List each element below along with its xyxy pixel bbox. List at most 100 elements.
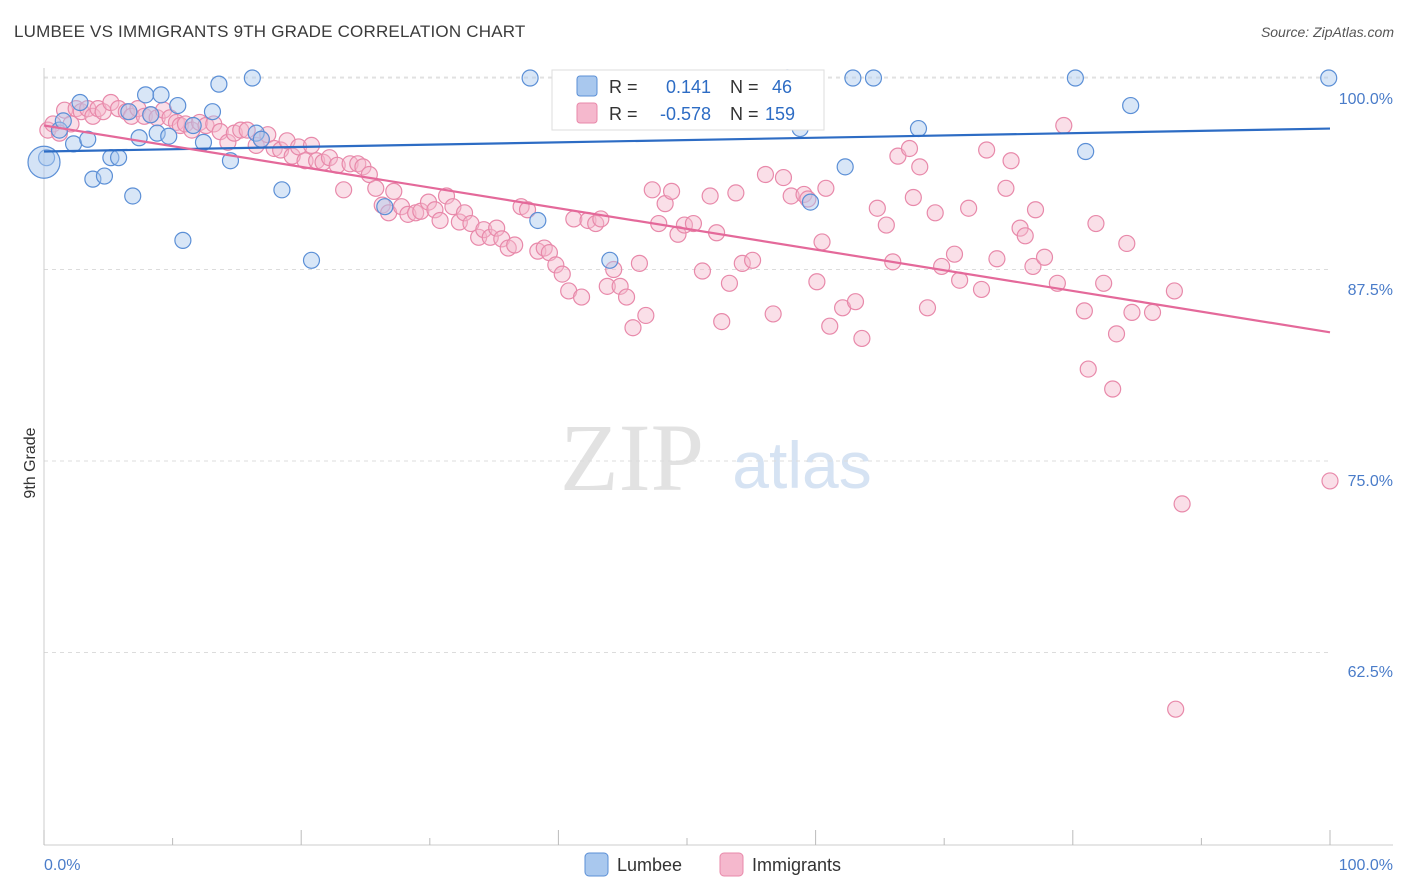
- immigrants-point: [978, 141, 996, 159]
- lumbee-point: [273, 181, 291, 199]
- immigrants-point: [1167, 700, 1185, 718]
- immigrants-point: [727, 184, 745, 202]
- immigrants-point: [960, 199, 978, 217]
- immigrants-point: [1026, 201, 1045, 219]
- lumbee-point: [601, 251, 619, 269]
- immigrants-point: [547, 256, 565, 274]
- watermark-atlas: atlas: [732, 428, 871, 502]
- immigrants-point: [846, 293, 865, 311]
- lumbee-point: [521, 69, 539, 87]
- watermark-zip: ZIP: [560, 404, 704, 511]
- immigrants-point: [598, 277, 616, 295]
- lumbee-point: [109, 149, 128, 167]
- immigrants-point: [1107, 325, 1126, 343]
- immigrants-trend-line: [43, 124, 1331, 334]
- lumbee-point: [836, 158, 854, 176]
- immigrants-point: [238, 121, 256, 139]
- axes: [43, 68, 1393, 846]
- immigrants-point: [1321, 472, 1339, 490]
- bottom-legend-immigrants-label: Immigrants: [752, 855, 841, 875]
- immigrants-point: [135, 107, 153, 125]
- immigrants-point: [701, 187, 719, 205]
- immigrants-point: [669, 225, 687, 243]
- lumbee-point: [160, 127, 178, 145]
- immigrants-point: [997, 179, 1015, 197]
- immigrants-point: [972, 280, 991, 299]
- lumbee-point: [1066, 69, 1084, 87]
- immigrants-point: [933, 257, 951, 276]
- immigrants-n-label: N =: [730, 104, 759, 124]
- immigrants-point: [733, 254, 751, 272]
- chart-source: Source: ZipAtlas.com: [1260, 24, 1394, 40]
- immigrants-point: [782, 187, 800, 205]
- lumbee-n-value: 46: [772, 77, 792, 97]
- lumbee-point: [376, 198, 394, 216]
- x-tick-label-min: 0.0%: [44, 857, 80, 874]
- immigrants-point: [813, 233, 831, 251]
- immigrants-point: [617, 288, 636, 306]
- lumbee-point: [152, 86, 170, 104]
- lumbee-point: [864, 69, 883, 87]
- immigrants-point: [774, 168, 793, 187]
- lumbee-point: [64, 135, 83, 153]
- immigrants-point: [553, 265, 571, 283]
- immigrants-point: [817, 179, 835, 197]
- immigrants-point: [799, 190, 817, 208]
- immigrants-point: [624, 319, 642, 337]
- immigrants-point: [693, 262, 712, 280]
- immigrants-point: [1075, 302, 1093, 320]
- immigrants-r-label: R =: [609, 104, 638, 124]
- lumbee-point: [801, 193, 820, 211]
- bottom-legend-lumbee-label: Lumbee: [617, 855, 682, 875]
- immigrants-point: [1118, 234, 1136, 253]
- immigrants-point: [1002, 152, 1020, 170]
- lumbee-point: [909, 119, 928, 138]
- lumbee-point: [54, 112, 72, 130]
- immigrants-point: [764, 305, 782, 323]
- bottom-legend: Lumbee Immigrants: [584, 852, 841, 877]
- immigrants-point: [302, 136, 321, 155]
- immigrants-point: [455, 204, 474, 222]
- lumbee-point: [120, 103, 138, 121]
- lumbee-point: [95, 167, 114, 185]
- lumbee-r-label: R =: [609, 77, 638, 97]
- immigrants-point: [1087, 214, 1105, 233]
- immigrants-point: [911, 158, 929, 176]
- lumbee-n-label: N =: [730, 77, 759, 97]
- immigrants-point: [431, 211, 449, 230]
- lumbee-point: [169, 96, 187, 115]
- bottom-legend-lumbee-swatch: [584, 852, 609, 877]
- immigrants-point: [743, 251, 762, 269]
- immigrants-point: [349, 155, 367, 173]
- immigrants-point: [1055, 116, 1073, 135]
- y-tick-label-62-5: 62.5%: [1348, 664, 1393, 681]
- immigrants-point: [1024, 257, 1042, 276]
- immigrants-point: [945, 245, 964, 263]
- y-axis-title: 9th Grade: [22, 427, 39, 498]
- immigrants-n-value: 159: [765, 104, 795, 124]
- lumbee-point: [184, 116, 202, 135]
- x-tick-label-max: 100.0%: [1339, 857, 1393, 874]
- immigrants-point: [988, 250, 1006, 268]
- immigrants-point: [662, 182, 681, 200]
- immigrants-point: [611, 277, 629, 295]
- immigrants-point: [426, 201, 444, 219]
- immigrants-point: [219, 133, 237, 151]
- trend-lines: [43, 124, 1331, 334]
- immigrants-point: [1079, 360, 1097, 378]
- immigrants-point: [821, 317, 839, 335]
- lumbee-r-value: 0.141: [666, 77, 711, 97]
- immigrants-point: [643, 181, 661, 199]
- lumbee-point: [243, 69, 261, 87]
- y-tick-label-75: 75.0%: [1348, 473, 1393, 490]
- immigrants-point: [1016, 227, 1034, 245]
- lumbee-point: [1122, 96, 1140, 115]
- immigrants-point: [367, 179, 385, 197]
- immigrants-r-value: -0.578: [660, 104, 711, 124]
- immigrants-point: [1035, 248, 1054, 266]
- lumbee-point: [174, 231, 192, 249]
- lumbee-point: [529, 211, 547, 230]
- lumbee-legend-swatch: [576, 75, 598, 97]
- lumbee-point: [136, 86, 155, 104]
